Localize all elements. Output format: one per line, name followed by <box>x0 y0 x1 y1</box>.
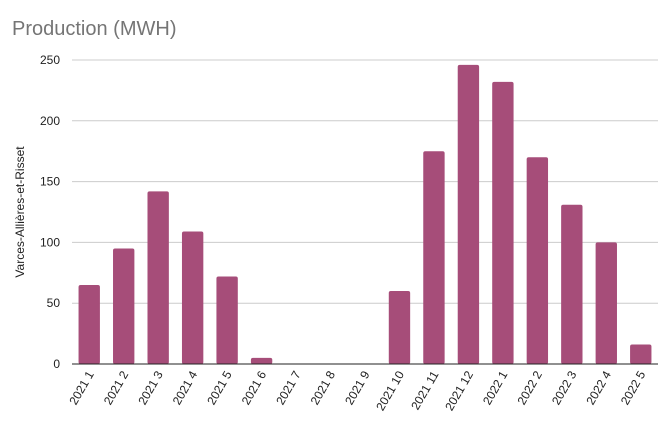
y-tick-label: 250 <box>40 53 60 67</box>
bar-2022-2 <box>526 157 549 364</box>
x-axis: 2021 1 2021 2 2021 3 2021 4 2021 5 2021 6 2021… <box>66 368 648 413</box>
x-tick-label: 2021 8 <box>308 368 339 407</box>
bar-2021-6 <box>250 357 273 364</box>
bar-2022-3 <box>561 204 583 364</box>
x-tick-label: 2021 11 <box>408 368 442 412</box>
x-tick-label: 2021 10 <box>373 368 407 413</box>
y-tick-label: 200 <box>40 114 60 128</box>
x-tick-label: 2022 2 <box>514 368 545 407</box>
x-tick-label: 2022 3 <box>549 368 580 407</box>
chart-title: Production (MWH) <box>12 18 177 40</box>
bar-2021-10 <box>388 291 411 364</box>
x-tick-label: 2021 12 <box>442 368 476 413</box>
y-tick-label: 0 <box>53 357 60 371</box>
x-tick-label: 2021 2 <box>101 368 132 407</box>
x-tick-label: 2021 7 <box>273 368 304 407</box>
gridlines <box>72 59 658 304</box>
bar-2022-1 <box>492 81 514 364</box>
bar-2021-11 <box>423 151 445 364</box>
y-tick-label: 150 <box>40 175 60 189</box>
bar-2021-4 <box>181 231 204 364</box>
x-tick-label: 2021 6 <box>239 368 270 407</box>
bar-2022-5 <box>630 344 652 364</box>
x-tick-label: 2022 4 <box>583 368 614 407</box>
y-axis: 0 50 100 150 200 250 <box>40 53 60 371</box>
x-tick-label: 2021 1 <box>66 368 97 407</box>
x-tick-label: 2021 4 <box>170 368 201 407</box>
bars <box>78 64 652 364</box>
x-tick-label: 2021 9 <box>342 368 373 407</box>
y-tick-label: 50 <box>47 296 61 310</box>
y-tick-label: 100 <box>40 235 60 249</box>
x-tick-label: 2021 5 <box>204 368 235 407</box>
x-tick-label: 2022 5 <box>618 368 649 407</box>
x-tick-label: 2022 1 <box>480 368 511 407</box>
bar-2022-4 <box>595 242 617 364</box>
y-axis-title: Varces-Allières-et-Risset <box>13 146 27 278</box>
bar-2021-5 <box>216 276 238 364</box>
bar-2021-2 <box>113 248 135 364</box>
bar-2021-3 <box>147 191 169 364</box>
bar-2021-1 <box>78 284 100 364</box>
x-tick-label: 2021 3 <box>135 368 166 407</box>
bar-2021-12 <box>457 64 480 364</box>
